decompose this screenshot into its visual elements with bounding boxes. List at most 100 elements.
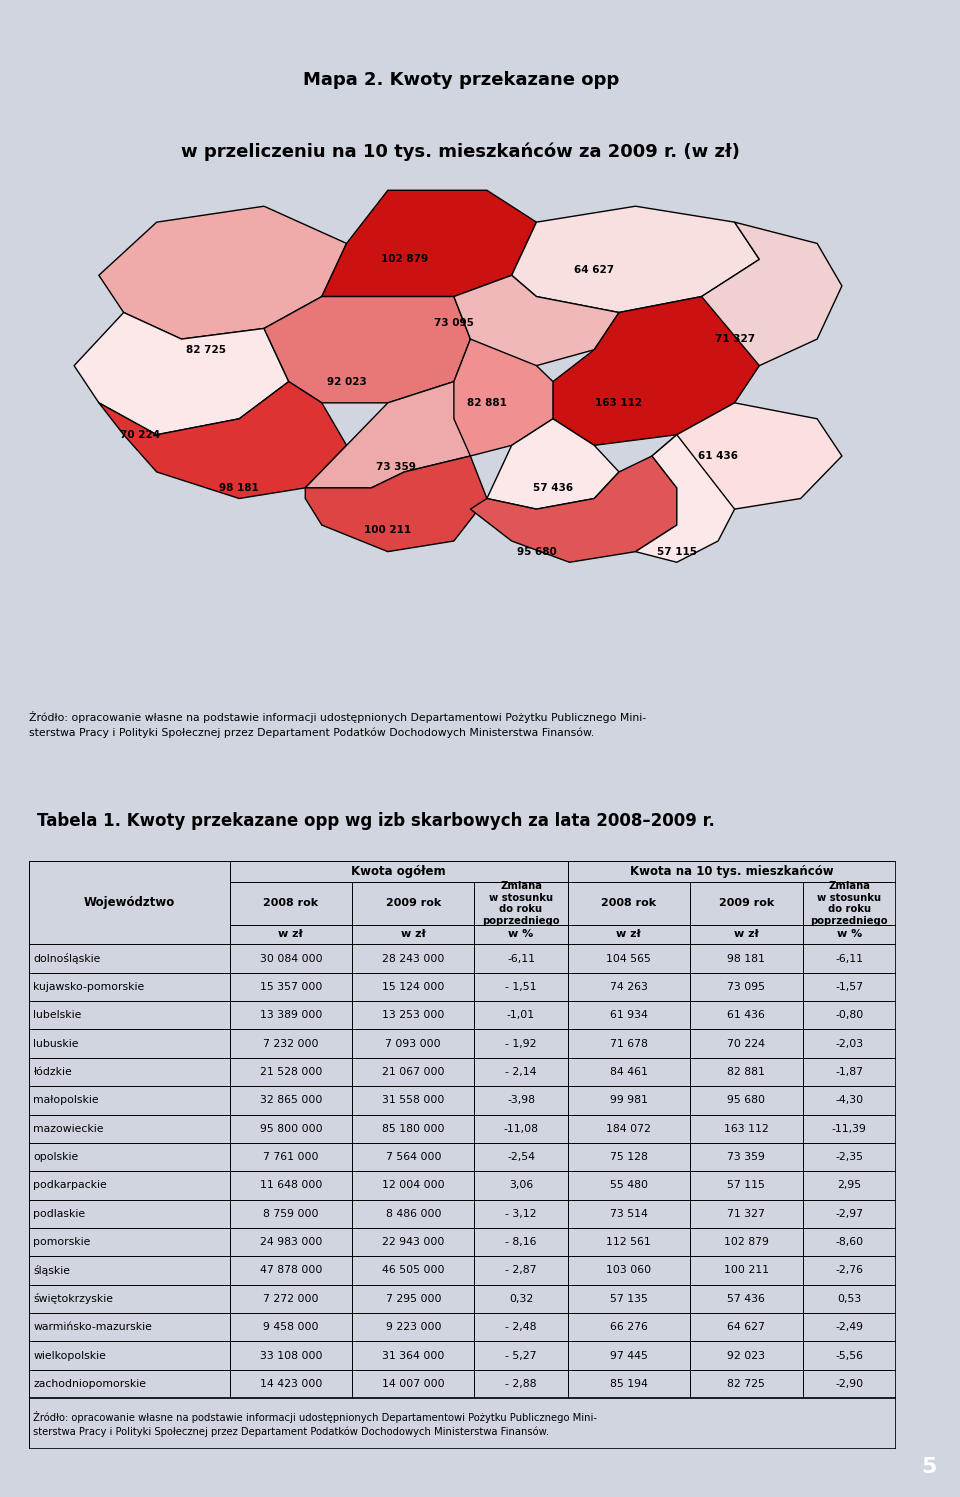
Text: 61 436: 61 436 [728, 1010, 765, 1021]
Bar [690, 945, 803, 973]
Text: 85 194: 85 194 [610, 1379, 648, 1389]
Bar [803, 1087, 896, 1115]
Text: 0,53: 0,53 [837, 1293, 861, 1304]
Text: - 1,92: - 1,92 [505, 1039, 537, 1049]
Text: 8 759 000: 8 759 000 [263, 1208, 319, 1219]
Text: -2,97: -2,97 [835, 1208, 863, 1219]
Text: 163 112: 163 112 [724, 1124, 769, 1133]
Bar [29, 1228, 229, 1256]
Polygon shape [652, 403, 842, 509]
Polygon shape [636, 222, 842, 365]
Bar [474, 1313, 567, 1341]
Bar [29, 1087, 229, 1115]
Bar [29, 1370, 229, 1398]
Text: 15 357 000: 15 357 000 [259, 982, 322, 993]
Bar [803, 973, 896, 1001]
Text: 99 981: 99 981 [610, 1096, 648, 1105]
Bar [567, 1199, 690, 1228]
Text: 75 128: 75 128 [610, 1153, 648, 1162]
Text: 3,06: 3,06 [509, 1181, 533, 1190]
Bar [690, 1142, 803, 1171]
Bar [352, 1370, 474, 1398]
Text: w %: w % [509, 930, 534, 940]
Bar [474, 1115, 567, 1142]
Bar [690, 882, 803, 925]
Bar [474, 882, 567, 925]
Text: kujawsko-pomorskie: kujawsko-pomorskie [34, 982, 144, 993]
Text: 9 223 000: 9 223 000 [386, 1322, 441, 1332]
Text: -1,57: -1,57 [835, 982, 863, 993]
Bar [229, 1001, 352, 1030]
Text: 14 423 000: 14 423 000 [259, 1379, 322, 1389]
Text: 61 436: 61 436 [698, 451, 738, 461]
Text: 8 486 000: 8 486 000 [386, 1208, 441, 1219]
Bar [690, 1001, 803, 1030]
Bar [803, 1001, 896, 1030]
Bar [803, 1115, 896, 1142]
Bar [229, 945, 352, 973]
Text: 71 327: 71 327 [728, 1208, 765, 1219]
Text: - 3,12: - 3,12 [505, 1208, 537, 1219]
Bar [690, 1284, 803, 1313]
Text: 24 983 000: 24 983 000 [259, 1237, 322, 1247]
Text: 70 224: 70 224 [120, 430, 160, 440]
Text: - 5,27: - 5,27 [505, 1350, 537, 1361]
Text: 57 436: 57 436 [533, 484, 573, 493]
Bar [229, 1030, 352, 1058]
Text: -2,54: -2,54 [507, 1153, 535, 1162]
Bar [29, 1199, 229, 1228]
Text: 21 528 000: 21 528 000 [259, 1067, 322, 1076]
Text: 13 389 000: 13 389 000 [259, 1010, 322, 1021]
Bar [352, 1341, 474, 1370]
Text: 102 879: 102 879 [724, 1237, 769, 1247]
Bar [229, 1058, 352, 1087]
Bar [29, 945, 229, 973]
Polygon shape [470, 457, 677, 563]
Bar [690, 973, 803, 1001]
Text: pomorskie: pomorskie [34, 1237, 90, 1247]
Text: 2,95: 2,95 [837, 1181, 861, 1190]
Bar [474, 1001, 567, 1030]
Text: - 2,14: - 2,14 [505, 1067, 537, 1076]
Text: lubelskie: lubelskie [34, 1010, 82, 1021]
Polygon shape [553, 296, 759, 446]
Bar [567, 1284, 690, 1313]
Bar [29, 973, 229, 1001]
Bar [474, 1370, 567, 1398]
Text: 64 627: 64 627 [574, 265, 614, 275]
Text: Kwota na 10 tys. mieszkańców: Kwota na 10 tys. mieszkańców [630, 865, 833, 877]
Text: 2009 rok: 2009 rok [386, 898, 441, 909]
Bar [352, 1058, 474, 1087]
Text: 112 561: 112 561 [607, 1237, 651, 1247]
Text: 21 067 000: 21 067 000 [382, 1067, 444, 1076]
Text: 184 072: 184 072 [607, 1124, 651, 1133]
Text: 13 253 000: 13 253 000 [382, 1010, 444, 1021]
Bar [229, 1370, 352, 1398]
Bar [690, 1171, 803, 1199]
Text: 2009 rok: 2009 rok [719, 898, 774, 909]
Text: 11 648 000: 11 648 000 [259, 1181, 322, 1190]
Bar [229, 1256, 352, 1284]
Text: opolskie: opolskie [34, 1153, 79, 1162]
Bar [803, 1142, 896, 1171]
Bar [474, 1284, 567, 1313]
Bar [803, 1171, 896, 1199]
Text: 57 115: 57 115 [728, 1181, 765, 1190]
Text: 73 095: 73 095 [728, 982, 765, 993]
Bar [567, 1313, 690, 1341]
Polygon shape [454, 275, 619, 365]
Bar [803, 1341, 896, 1370]
Text: 14 007 000: 14 007 000 [382, 1379, 444, 1389]
Bar [474, 1341, 567, 1370]
Text: 61 934: 61 934 [610, 1010, 648, 1021]
Text: 71 678: 71 678 [610, 1039, 648, 1049]
Text: -3,98: -3,98 [507, 1096, 535, 1105]
Polygon shape [454, 338, 553, 457]
Text: -0,80: -0,80 [835, 1010, 863, 1021]
Text: mazowieckie: mazowieckie [34, 1124, 104, 1133]
Bar [567, 1058, 690, 1087]
Text: 5: 5 [921, 1457, 937, 1478]
Bar [29, 1341, 229, 1370]
Polygon shape [99, 207, 347, 338]
Bar [352, 1256, 474, 1284]
